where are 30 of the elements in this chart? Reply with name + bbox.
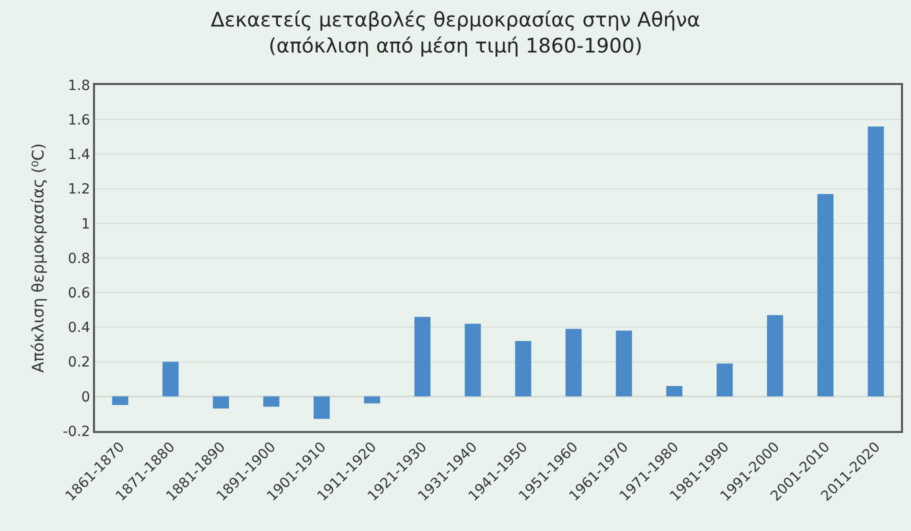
y-tick-label: 1.2 (68, 182, 90, 198)
y-tick-label: 0.4 (68, 320, 90, 336)
bar (314, 396, 330, 419)
bar (666, 386, 682, 396)
y-tick-label: -0.2 (62, 424, 90, 440)
bar (212, 396, 229, 409)
y-tick-label: 1.8 (68, 78, 90, 94)
bar (868, 126, 884, 396)
y-tick-label: 0 (81, 389, 90, 406)
bar (464, 324, 481, 396)
y-tick-label: 1 (81, 216, 90, 232)
bar (616, 330, 632, 396)
bar (817, 194, 834, 396)
y-tick-label: 0.6 (68, 286, 90, 302)
bar (162, 362, 179, 396)
bar (414, 316, 430, 396)
bar (566, 328, 582, 396)
bar (716, 364, 733, 396)
bar (364, 396, 380, 404)
bar (767, 315, 784, 396)
y-tick-label: 0.8 (68, 250, 90, 267)
bar (263, 396, 280, 407)
bar (515, 341, 532, 396)
chart-title: Δεκαετείς μεταβολές θερμοκρασίας στην Αθήνα (210, 8, 700, 32)
y-tick-label: 1.4 (68, 147, 90, 164)
bar (112, 396, 128, 406)
y-tick-label: 1.6 (68, 112, 90, 128)
y-tick-label: 0.2 (68, 354, 90, 371)
y-axis-title: Απόκλιση θερμοκρασίας (⁰C) (28, 143, 48, 373)
chart-subtitle: (απόκλιση από μέση τιμή 1860-1900) (268, 34, 642, 58)
